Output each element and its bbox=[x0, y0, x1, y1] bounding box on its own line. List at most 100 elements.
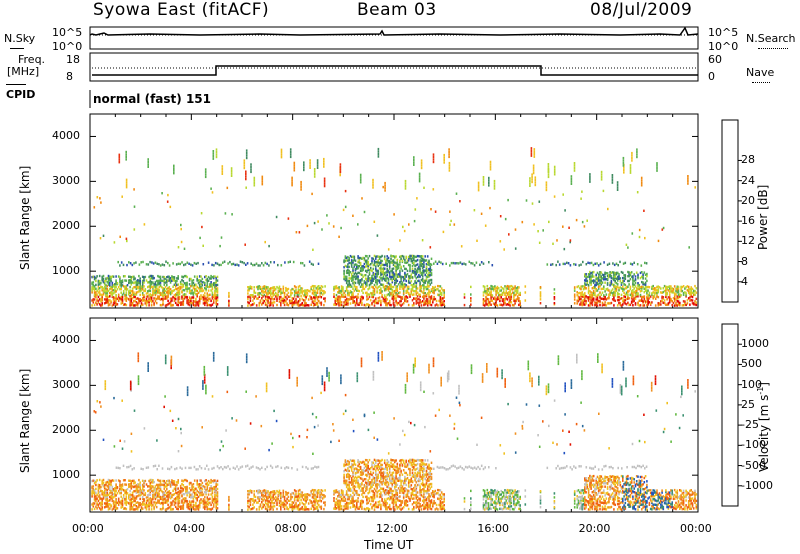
rti-cell bbox=[456, 262, 458, 265]
rti-cell bbox=[97, 301, 100, 304]
rti-cell bbox=[496, 291, 499, 294]
rti-cell bbox=[385, 299, 387, 303]
rti-cell bbox=[195, 497, 197, 500]
rti-cell bbox=[625, 303, 628, 306]
rti-cell bbox=[454, 262, 456, 265]
rti-cell bbox=[377, 286, 380, 289]
rti-cell bbox=[264, 507, 267, 510]
rti-cell bbox=[280, 296, 282, 299]
rti-cell bbox=[96, 275, 98, 278]
rti-cell bbox=[667, 285, 670, 289]
rti-cell bbox=[266, 498, 268, 501]
rti-cell bbox=[185, 487, 187, 491]
rti-cell bbox=[214, 275, 216, 278]
rti-cell bbox=[405, 261, 407, 264]
rti-cell bbox=[257, 501, 259, 504]
rti-cell bbox=[162, 491, 164, 494]
rti-cell bbox=[248, 493, 250, 496]
rti-cell bbox=[190, 496, 192, 499]
rti-cell bbox=[448, 166, 451, 170]
rti-cell bbox=[620, 270, 623, 274]
rti-cell bbox=[432, 298, 434, 301]
rti-cell bbox=[423, 286, 425, 289]
rti-cell bbox=[120, 488, 122, 491]
rti-cell bbox=[107, 485, 110, 489]
rti-cell bbox=[150, 296, 153, 299]
rti-cell bbox=[196, 275, 198, 278]
rti-cell bbox=[375, 301, 377, 304]
rti-cell bbox=[314, 291, 316, 294]
rti-cell bbox=[358, 256, 361, 260]
rti-cell bbox=[114, 300, 116, 303]
rti-cell bbox=[162, 279, 164, 283]
rti-cell bbox=[402, 290, 405, 293]
rti-cell bbox=[198, 506, 201, 509]
rti-cell bbox=[212, 275, 215, 278]
rti-cell bbox=[280, 304, 282, 307]
rti-cell bbox=[618, 275, 620, 278]
rti-cell bbox=[373, 259, 376, 263]
rti-cell bbox=[395, 265, 397, 269]
rti-cell bbox=[250, 163, 252, 166]
rti-cell bbox=[206, 292, 209, 295]
rti-cell bbox=[320, 301, 323, 304]
rti-cell bbox=[122, 496, 125, 499]
rti-cell bbox=[511, 291, 514, 294]
rti-cell bbox=[150, 498, 153, 501]
rti-cell bbox=[604, 278, 606, 281]
rti-cell bbox=[193, 285, 196, 288]
rti-cell bbox=[158, 279, 160, 282]
rti-cell bbox=[147, 163, 149, 166]
rti-cell bbox=[340, 295, 343, 298]
rti-cell bbox=[320, 292, 323, 295]
rti-cell bbox=[595, 273, 597, 277]
rti-cell bbox=[212, 486, 215, 489]
rti-cell bbox=[166, 483, 168, 486]
rti-cell bbox=[410, 273, 413, 276]
rti-cell bbox=[135, 297, 138, 300]
rti-cell bbox=[569, 239, 572, 242]
rti-cell bbox=[564, 209, 566, 212]
rti-cell bbox=[432, 160, 435, 164]
rti-cell bbox=[413, 261, 415, 265]
rti-cell bbox=[343, 271, 345, 275]
rti-cell bbox=[307, 298, 310, 301]
rti-cell bbox=[369, 268, 372, 272]
rti-cell bbox=[149, 260, 151, 264]
rti-cell bbox=[182, 303, 185, 306]
rti-cell bbox=[385, 271, 387, 274]
rti-cell bbox=[107, 493, 110, 497]
rti-cell bbox=[98, 298, 101, 301]
rti-cell bbox=[644, 261, 646, 265]
rti-cell bbox=[610, 282, 613, 285]
rti-cell bbox=[255, 285, 258, 289]
rti-cell bbox=[439, 300, 442, 303]
rti-cell bbox=[375, 279, 377, 282]
rti-cell bbox=[285, 300, 287, 303]
rti-cell bbox=[357, 281, 359, 284]
rti-cell bbox=[623, 299, 625, 302]
rti-cell bbox=[637, 282, 639, 285]
rti-cell bbox=[438, 299, 440, 303]
rti-cell bbox=[662, 296, 665, 299]
rti-cell bbox=[206, 496, 209, 499]
rti-cell bbox=[280, 264, 283, 267]
rti-cell bbox=[372, 181, 374, 184]
rti-cell bbox=[616, 183, 619, 187]
rti-cell bbox=[164, 493, 167, 497]
rti-cell bbox=[429, 278, 432, 282]
rti-cell bbox=[400, 275, 402, 278]
rti-cell bbox=[293, 303, 296, 306]
rti-cell bbox=[631, 263, 634, 266]
rti-cell bbox=[215, 491, 217, 495]
rti-cell bbox=[616, 279, 619, 282]
rti-cell bbox=[212, 499, 215, 503]
rti-cell bbox=[391, 275, 394, 279]
rti-cell bbox=[337, 287, 339, 290]
rti-cell bbox=[129, 502, 131, 505]
rti-cell bbox=[343, 277, 345, 281]
rti-cell bbox=[268, 244, 270, 248]
rti-cell bbox=[258, 287, 261, 290]
rti-cell bbox=[143, 285, 145, 288]
rti-cell bbox=[624, 277, 627, 281]
